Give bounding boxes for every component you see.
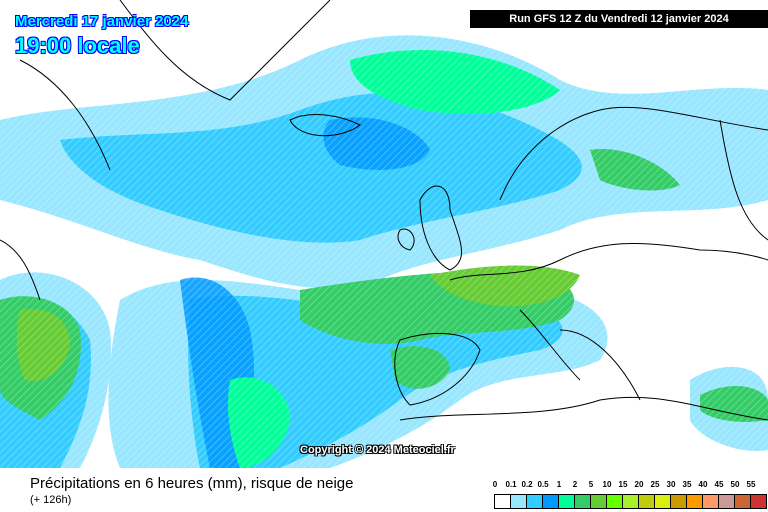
- legend-label: 0.2: [521, 480, 533, 489]
- legend-swatch: [735, 495, 751, 508]
- legend-swatch: [495, 495, 511, 508]
- forecast-date: Mercredi 17 janvier 2024: [15, 13, 189, 30]
- legend-swatch: [575, 495, 591, 508]
- legend-color-scale: [494, 494, 767, 509]
- legend-label: 40: [698, 480, 708, 489]
- legend-label: 0.1: [505, 480, 517, 489]
- legend-label: 20: [634, 480, 644, 489]
- legend-swatch: [591, 495, 607, 508]
- legend-swatch: [639, 495, 655, 508]
- precip-legend: 0 0.1 0.2 0.5 1 2 5 10 15 20 25 30 35 40 45 50 55: [492, 480, 767, 509]
- precipitation-map: [0, 0, 768, 468]
- legend-label: 10: [602, 480, 612, 489]
- legend-swatch: [687, 495, 703, 508]
- legend-label: 25: [650, 480, 660, 489]
- legend-labels: 0 0.1 0.2 0.5 1 2 5 10 15 20 25 30 35 40 45 50 55: [492, 480, 764, 490]
- legend-label: 2: [572, 480, 578, 489]
- coastlines: [0, 0, 768, 421]
- copyright-text: Copyright © 2024 Meteociel.fr: [300, 444, 455, 456]
- snow-risk-hatching: [0, 0, 768, 468]
- legend-label: 0.5: [537, 480, 549, 489]
- legend-swatch: [719, 495, 735, 508]
- legend-label: 5: [588, 480, 594, 489]
- forecast-time: 19:00 locale: [15, 33, 140, 58]
- legend-swatch: [655, 495, 671, 508]
- legend-swatch: [543, 495, 559, 508]
- legend-swatch: [623, 495, 639, 508]
- legend-label: 0: [492, 480, 498, 489]
- legend-swatch: [751, 495, 766, 508]
- legend-label: 30: [666, 480, 676, 489]
- model-run-label: Run GFS 12 Z du Vendredi 12 janvier 2024: [470, 10, 768, 28]
- legend-label: 1: [556, 480, 562, 489]
- map-title: Précipitations en 6 heures (mm), risque …: [30, 475, 354, 492]
- legend-swatch: [671, 495, 687, 508]
- legend-label: 15: [618, 480, 628, 489]
- legend-label: 35: [682, 480, 692, 489]
- legend-swatch: [527, 495, 543, 508]
- legend-swatch: [703, 495, 719, 508]
- legend-swatch: [559, 495, 575, 508]
- legend-label: 55: [746, 480, 756, 489]
- legend-swatch: [511, 495, 527, 508]
- lead-time: (+ 126h): [30, 494, 72, 506]
- legend-swatch: [607, 495, 623, 508]
- legend-label: 45: [714, 480, 724, 489]
- legend-label: 50: [730, 480, 740, 489]
